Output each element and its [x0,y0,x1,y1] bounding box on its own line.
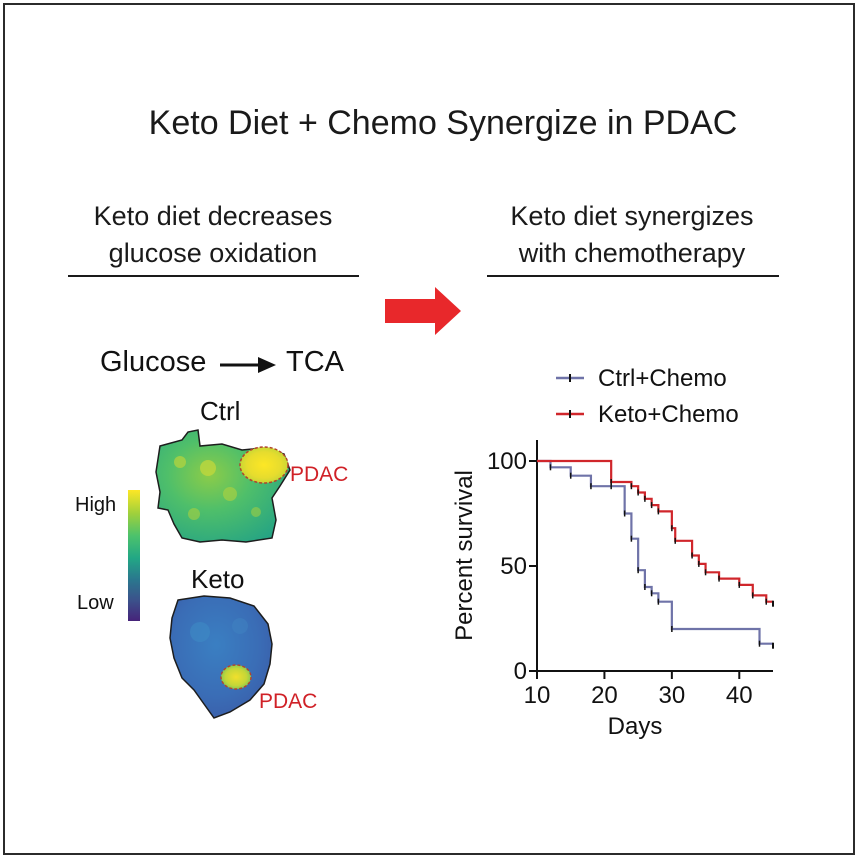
pathway-tca-label: TCA [286,346,344,378]
keto-condition-label: Keto [191,564,245,594]
x-tick-label: 30 [659,682,686,709]
figure-frame [3,3,855,855]
right-heading-rule [487,275,779,277]
pathway-glucose-label: Glucose [100,346,207,378]
survival-curve-ctrl [537,459,773,645]
scale-low-label: Low [77,592,114,614]
chart-series [537,459,774,649]
x-axis-label: Days [608,713,663,740]
legend-keto-label: Keto+Chemo [598,401,739,428]
y-tick-label: 100 [487,448,527,475]
y-tick-label: 0 [514,658,527,685]
pdac-keto-label: PDAC [259,690,318,713]
chart-axes: 0 50 100 10 20 30 40 [487,440,773,709]
ctrl-condition-label: Ctrl [200,396,241,426]
legend-ctrl-label: Ctrl+Chemo [598,365,727,392]
figure-title: Keto Diet + Chemo Synergize in PDAC [148,104,738,142]
survival-chart: 0 50 100 10 20 30 40 Percent survival Days [451,440,774,740]
survival-curve-keto [537,459,773,603]
scale-high-label: High [75,494,117,516]
x-tick-label: 20 [591,682,618,709]
legend-lines [556,374,584,418]
right-heading-line1: Keto diet synergizes [510,201,754,231]
y-axis-label: Percent survival [451,470,478,641]
y-tick-label: 50 [500,553,527,580]
left-heading-line2: glucose oxidation [108,238,318,268]
pdac-ctrl-label: PDAC [290,463,349,486]
left-panel-heading: Keto diet decreases glucose oxidation [68,198,358,272]
red-arrow-icon [385,287,461,335]
ctrl-tissue-map [155,429,291,543]
pathway-arrow-icon [220,357,276,373]
left-heading-rule [68,275,359,277]
left-heading-line1: Keto diet decreases [93,201,333,231]
right-panel-heading: Keto diet synergizes with chemotherapy [487,198,777,272]
x-tick-label: 40 [726,682,753,709]
x-tick-label: 10 [524,682,551,709]
keto-tissue-map [169,595,273,719]
color-scale-bar [128,490,140,621]
right-heading-line2: with chemotherapy [518,238,746,268]
